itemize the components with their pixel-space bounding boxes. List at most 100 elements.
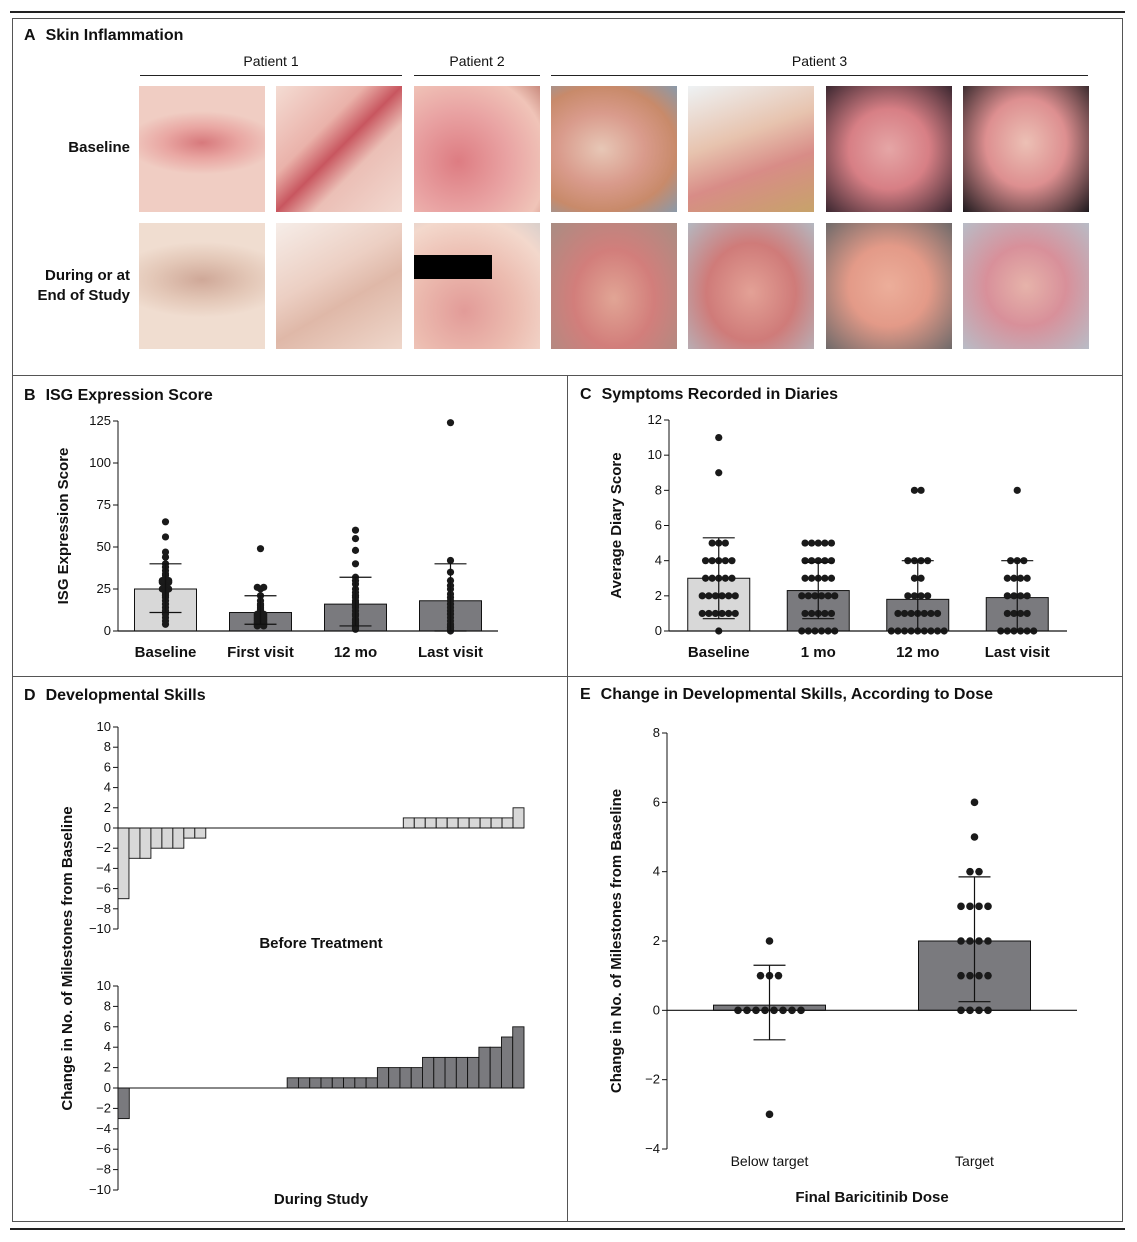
chartD-bar	[424, 817, 437, 829]
chartD-0-y-tick-label: 8	[104, 739, 111, 754]
chartD-1-y-tick-label: 8	[104, 998, 111, 1013]
chartB-data-point	[161, 518, 170, 526]
chartC-data-point	[711, 609, 720, 618]
chartC-data-point	[1016, 592, 1025, 600]
chartD-bar	[297, 1077, 311, 1089]
chartC-data-point	[894, 609, 902, 618]
chartC-data-point	[715, 433, 723, 442]
chartE-category-label: Below target	[731, 1153, 809, 1169]
chartB-data-point	[161, 553, 170, 561]
photo-p3-hand2-during	[963, 223, 1089, 349]
chartB-category-label: Last visit	[418, 644, 483, 661]
chartB-data-point	[351, 625, 360, 633]
chartD-0-y-tick-label: 2	[104, 800, 111, 815]
chartC-y-tick-label: 10	[648, 447, 662, 462]
chartC-data-point	[801, 539, 809, 547]
photo-p3-foot-baseline	[688, 86, 814, 212]
panel-a-title-text: Skin Inflammation	[45, 27, 184, 44]
chartD-bar	[422, 1056, 435, 1089]
chartD-0-y-tick-label: −4	[96, 860, 111, 875]
chartB-data-point	[161, 620, 170, 628]
chartB-y-tick-label: 50	[97, 539, 111, 554]
row-label-during: During or at End of Study	[20, 266, 131, 306]
chartB-data-point	[351, 546, 360, 554]
chartE-y-tick-label: −4	[645, 1141, 660, 1156]
chartC-data-point	[920, 609, 928, 618]
chartC-data-point	[711, 592, 720, 600]
chartD-1-y-tick-label: −6	[96, 1141, 111, 1156]
chartC-data-point	[907, 609, 915, 618]
chartC-data-point	[721, 539, 729, 547]
chartD-0-y-tick-label: −10	[89, 921, 111, 936]
chartD-subplot-label: During Study	[274, 1191, 369, 1208]
chartD-bar	[501, 817, 514, 829]
chartB-data-point	[161, 548, 170, 556]
chartE-data-point	[984, 971, 992, 980]
chartC-data-point	[801, 609, 809, 618]
chartE-y-tick-label: 8	[653, 725, 660, 740]
chartD-1-y-tick-label: −2	[96, 1100, 111, 1115]
photo-p2-face-baseline	[414, 86, 540, 212]
chartD-bar	[128, 827, 141, 859]
chartC-data-point	[698, 609, 706, 618]
chartB-category-label: First visit	[227, 644, 294, 661]
chartB-data-point	[256, 545, 265, 553]
chartC-data-point	[728, 557, 736, 565]
chartC-data-point	[1016, 574, 1025, 582]
chartC-data-point	[1023, 574, 1031, 582]
bottom-rule	[10, 1228, 1125, 1230]
chartD-bar	[402, 817, 415, 829]
chartC-data-point	[821, 557, 829, 565]
chartE-data-point	[957, 937, 965, 945]
dose-milestones-chart: −4 −2 0 2 4 6 8 Change in No. of Milestones fro…	[608, 725, 1077, 1206]
chartC-data-point	[721, 574, 729, 582]
chartD-bar	[457, 817, 470, 829]
chartC-data-point	[708, 539, 716, 547]
chartD-bar	[309, 1077, 322, 1089]
chartD-bar	[320, 1077, 333, 1089]
chartD-1-y-tick-label: 6	[104, 1019, 111, 1034]
photo-p3-hand-baseline	[826, 86, 952, 212]
chartC-data-point	[917, 592, 925, 600]
chartE-data-point	[966, 937, 974, 945]
chartB-data-point	[351, 560, 360, 568]
chartD-bar	[388, 1067, 401, 1089]
chartD-1-y-tick-label: −4	[96, 1121, 111, 1136]
panel-a-title: A Skin Inflammation	[24, 27, 183, 45]
panel-c-title: C Symptoms Recorded in Diaries	[580, 386, 838, 404]
divider-vertical	[567, 375, 569, 1222]
photo-p3-toes-baseline	[551, 86, 677, 212]
chartD-1-y-tick-label: 0	[104, 1080, 111, 1095]
patient-1-label: Patient 1	[243, 53, 299, 69]
chartD-bar	[446, 817, 459, 829]
chartD-bar	[413, 817, 426, 829]
chartE-data-point	[970, 798, 979, 807]
chartC-data-point	[705, 592, 713, 600]
chartE-data-point	[774, 971, 783, 980]
chartC-data-point	[910, 574, 919, 582]
chartB-data-point	[260, 622, 268, 630]
chartE-y-tick-label: 4	[653, 864, 660, 879]
photo-p3-foot2-during	[688, 223, 814, 349]
chartD-bar	[343, 1077, 356, 1089]
chartE-data-point	[765, 937, 774, 945]
chartC-data-point	[811, 592, 819, 600]
chartD-bar	[410, 1067, 423, 1089]
chartD-subplot-label: Before Treatment	[259, 935, 382, 952]
chartC-data-point	[708, 574, 716, 582]
chartD-bar	[139, 827, 152, 859]
chartC-data-point	[827, 557, 836, 565]
chartD-bar	[435, 817, 448, 829]
isg-expression-chart: 0 25 50 75 100 125 ISG Expression Score Baselin…	[55, 413, 498, 661]
panel-c-letter: C	[580, 386, 592, 403]
chartE-y-label: Change in No. of Milestones from Baselin…	[608, 789, 625, 1093]
chartC-data-point	[1013, 486, 1021, 494]
chartD-bar	[500, 1036, 514, 1089]
chartD-bar	[467, 1056, 480, 1089]
chartD-bar	[444, 1056, 457, 1089]
chartC-data-point	[728, 574, 736, 582]
chartE-data-point	[957, 971, 965, 980]
chartB-data-point	[446, 556, 455, 565]
chartD-bar	[194, 827, 207, 839]
chartC-data-point	[1003, 592, 1011, 600]
